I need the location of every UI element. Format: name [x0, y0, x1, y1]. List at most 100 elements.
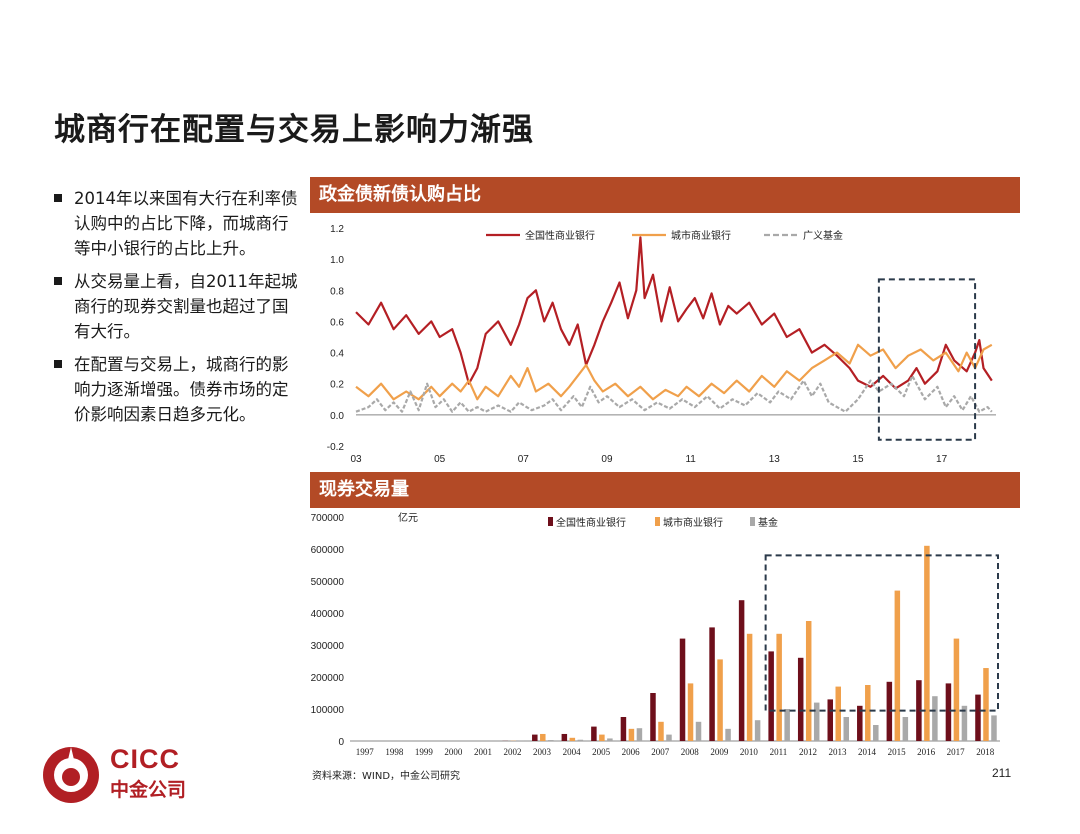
y-tick-label: 600000	[311, 545, 345, 556]
x-tick-label: 2015	[888, 747, 907, 757]
x-tick-label: 2014	[858, 747, 877, 757]
x-tick-label: 05	[434, 454, 446, 465]
bar-2012-2	[805, 621, 812, 741]
x-tick-label: 2018	[976, 747, 995, 757]
bar-2014-1	[857, 705, 863, 741]
y-tick-label: 0.4	[330, 349, 344, 360]
x-tick-label: 2012	[799, 747, 817, 757]
x-tick-label: 15	[852, 454, 864, 465]
x-tick-label: 17	[936, 454, 948, 465]
x-tick-label: 2011	[770, 747, 788, 757]
bar-2007-3	[666, 734, 672, 741]
x-tick-label: 2003	[533, 747, 552, 757]
bar-2013-3	[843, 717, 849, 741]
y-tick-label: 0.8	[330, 286, 344, 297]
bar-2015-1	[886, 681, 893, 741]
y-tick-label: 100000	[311, 705, 345, 716]
bar-2009-1	[709, 627, 715, 741]
bar-2017-3	[961, 705, 968, 741]
x-tick-label: 03	[350, 454, 362, 465]
logo-text-cn: 中金公司	[110, 779, 187, 801]
bar-2010-2	[746, 633, 753, 741]
legend-label: 全国性商业银行	[556, 516, 626, 529]
bar-2007-1	[650, 693, 656, 741]
bar-2018-2	[983, 668, 989, 741]
bullet-item: 2014年以来国有大行在利率债认购中的占比下降，而城商行等中小银行的占比上升。	[52, 186, 298, 261]
x-tick-label: 07	[518, 454, 530, 465]
legend-swatch	[548, 517, 553, 526]
x-tick-label: 2005	[592, 747, 611, 757]
series-line-3	[355, 374, 993, 413]
bar-2008-1	[679, 638, 686, 741]
bar-2011-1	[768, 651, 774, 741]
bullet-item: 从交易量上看，自2011年起城商行的现券交割量也超过了国有大行。	[52, 269, 298, 344]
bar-2015-2	[894, 590, 901, 741]
y-tick-label: 700000	[311, 513, 345, 524]
x-tick-label: 1997	[356, 747, 375, 757]
bar-2003-1	[532, 734, 538, 741]
bar-2008-2	[687, 683, 694, 741]
subscription-share-line-chart: -0.2 0.0 0.2 0.4 0.6 0.8 1.0 1.2 03 05 07 09 11 13 15 1…	[327, 224, 996, 465]
bar-2015-3	[902, 717, 909, 741]
x-tick-label: 2013	[829, 747, 848, 757]
bar-2009-2	[717, 659, 723, 741]
bar-2005-3	[607, 738, 613, 741]
bar-2006-2	[628, 728, 635, 741]
x-tick-label: 09	[601, 454, 613, 465]
legend-label: 基金	[758, 516, 778, 529]
y-tick-label: 300000	[311, 641, 345, 652]
x-tick-label: 11	[685, 454, 696, 465]
bar-2011-3	[784, 709, 790, 741]
bar-2016-3	[932, 696, 938, 741]
y-tick-label: 0.6	[330, 317, 344, 328]
bar-2013-2	[835, 686, 841, 741]
bullet-list: 2014年以来国有大行在利率债认购中的占比下降，而城商行等中小银行的占比上升。 …	[52, 186, 298, 435]
bar-2004-2	[569, 737, 576, 741]
x-tick-label: 2016	[917, 747, 936, 757]
bar-2003-2	[540, 733, 546, 741]
highlight-box	[877, 278, 977, 441]
bar-2006-1	[620, 717, 627, 741]
x-tick-label: 2017	[947, 747, 966, 757]
y-tick-label: 500000	[311, 577, 345, 588]
series-line-2	[355, 343, 993, 401]
x-tick-label: 2010	[740, 747, 759, 757]
x-tick-label: 1999	[415, 747, 434, 757]
y-tick-label: 1.2	[330, 224, 344, 235]
series-line-1	[355, 236, 993, 390]
bar-2010-1	[738, 600, 745, 741]
legend-label: 广义基金	[803, 229, 843, 242]
bar-2016-2	[924, 545, 930, 741]
x-tick-label: 1998	[385, 747, 404, 757]
source-note: 资料来源：WIND，中金公司研究	[312, 771, 461, 782]
chart2-title-band: 现券交易量	[310, 472, 1020, 508]
bar-2016-1	[916, 680, 922, 741]
y-tick-label: 0	[338, 737, 344, 748]
y-tick-label: 0.2	[330, 380, 344, 391]
y-tick-label: -0.2	[327, 442, 345, 453]
bar-2017-2	[953, 638, 960, 741]
x-tick-label: 13	[769, 454, 781, 465]
chart1-title-band: 政金债新债认购占比	[310, 177, 1020, 213]
highlight-box	[764, 554, 999, 712]
bar-2014-3	[873, 725, 879, 741]
bar-2018-1	[975, 694, 981, 741]
bar-2010-3	[754, 720, 761, 741]
bar-2012-1	[797, 657, 804, 741]
bar-2009-3	[725, 728, 731, 741]
bullet-item: 在配置与交易上，城商行的影响力逐渐增强。债券市场的定价影响因素日趋多元化。	[52, 352, 298, 427]
page-number: 211	[992, 766, 1012, 780]
x-tick-label: 2008	[681, 747, 700, 757]
bar-2004-1	[561, 733, 568, 741]
y-tick-label: 1.0	[330, 255, 344, 266]
x-tick-label: 2006	[622, 747, 641, 757]
cicc-logo-mark-icon	[43, 747, 99, 803]
bar-2006-3	[636, 728, 643, 741]
bar-2007-2	[658, 721, 664, 741]
page-title: 城商行在配置与交易上影响力渐强	[54, 112, 534, 148]
x-tick-label: 2004	[563, 747, 582, 757]
bar-2012-3	[813, 702, 820, 741]
x-tick-label: 2007	[651, 747, 670, 757]
y-tick-label: 0.0	[330, 411, 344, 422]
bar-2005-2	[599, 734, 605, 741]
